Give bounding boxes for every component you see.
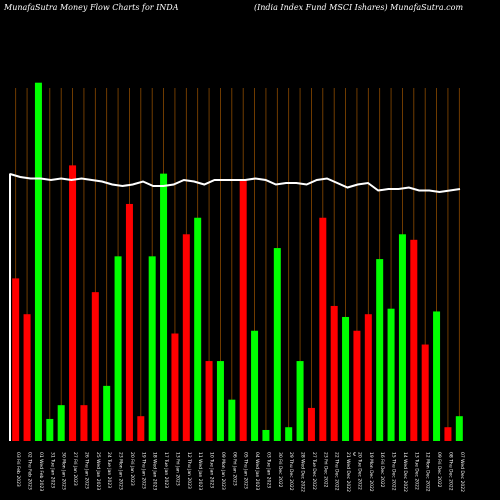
bar [34, 82, 42, 441]
x-tick-label: 30 Fri Dec 2022 [277, 452, 283, 488]
bars-group [12, 82, 463, 442]
x-tick-label: 27 Fri Jan 2023 [72, 452, 78, 486]
x-tick-label: 25 Wed Jan 2023 [95, 452, 101, 490]
bar [23, 314, 31, 441]
x-tick-label: 03 Tue Jan 2023 [265, 452, 271, 488]
chart-title: MunafaSutra Money Flow Charts for INDA [4, 3, 179, 12]
bar [421, 344, 429, 441]
x-tick-label: 18 Wed Jan 2023 [152, 452, 158, 490]
bar [398, 234, 406, 441]
x-tick-label: 27 Tue Dec 2022 [311, 452, 317, 490]
x-tick-label: 15 Thu Dec 2022 [391, 452, 397, 491]
x-tick-label: 19 Mon Dec 2022 [368, 452, 374, 492]
bar [262, 429, 270, 441]
bar [307, 407, 315, 441]
bar [319, 217, 327, 441]
x-tick-label: 20 Tue Dec 2022 [356, 452, 362, 490]
x-tick-label: 11 Wed Jan 2023 [197, 452, 203, 490]
bar [69, 165, 77, 441]
bar [216, 361, 224, 441]
x-tick-label: 28 Wed Dec 2022 [300, 452, 306, 492]
x-tick-label: 20 Fri Jan 2023 [129, 452, 135, 486]
bar [410, 239, 418, 441]
bar [171, 333, 179, 441]
chart-subtitle: (India Index Fund MSCI Ishares) MunafaSu… [254, 3, 464, 12]
x-tick-label: 23 Mon Jan 2023 [118, 452, 124, 490]
x-tick-label: 04 Wed Jan 2023 [254, 452, 260, 490]
x-tick-label: 10 Tue Jan 2023 [209, 452, 215, 488]
x-tick-label: 09 Fri Dec 2022 [436, 452, 442, 488]
bar [455, 416, 463, 441]
x-tick-label: 09 Mon Jan 2023 [220, 452, 226, 490]
x-tick-label: 07 Wed Dec 2022 [459, 452, 465, 492]
x-tick-label: 24 Tue Jan 2023 [106, 452, 112, 488]
bar [46, 418, 54, 441]
x-tick-label: 05 Thu Jan 2023 [243, 452, 249, 489]
x-tick-label: 06 Fri Jan 2023 [231, 452, 237, 486]
bar [239, 179, 247, 441]
bar [137, 416, 145, 441]
bar [273, 248, 281, 441]
bar [205, 361, 213, 441]
x-tick-label: 21 Wed Dec 2022 [345, 452, 351, 492]
bar [342, 316, 350, 441]
x-tick-label: 08 Thu Dec 2022 [447, 452, 453, 491]
bar [444, 427, 452, 441]
bar [148, 256, 156, 441]
x-tick-label: 14 Wed Dec 2022 [402, 452, 408, 492]
bar [12, 278, 20, 441]
x-tick-label: 03 Fri Feb 2023 [15, 452, 21, 487]
bar [57, 405, 65, 441]
bar [330, 305, 338, 441]
price-line [9, 173, 461, 441]
x-tick-label: 30 Mon Jan 2023 [61, 452, 67, 490]
x-tick-label: 17 Tue Jan 2023 [163, 452, 169, 488]
currency-label: € [353, 452, 356, 458]
x-tick-label: 13 Fri Jan 2023 [174, 452, 180, 486]
bar [353, 330, 361, 441]
x-tick-label: 02 Thu Feb 2023 [27, 452, 33, 490]
x-tick-label: 16 Fri Dec 2022 [379, 452, 385, 488]
bar [251, 330, 259, 441]
bar [364, 314, 372, 441]
bar [376, 259, 384, 441]
x-tick-label: 22 Thu Dec 2022 [334, 452, 340, 491]
x-tick-label: 12 Thu Jan 2023 [186, 452, 192, 489]
x-tick-label: 31 Tue Jan 2023 [49, 452, 55, 488]
bar [296, 361, 304, 441]
x-tick-label: 26 Thu Jan 2023 [83, 452, 89, 489]
bar [125, 203, 133, 441]
x-tick-label: 01 Wed Feb 2023 [38, 452, 44, 491]
x-tick-label: 13 Tue Dec 2022 [413, 452, 419, 490]
bar [194, 217, 202, 441]
bar [160, 173, 168, 442]
price-line-group [9, 173, 461, 441]
bar [182, 234, 190, 441]
bar [433, 311, 441, 441]
bar [285, 427, 293, 441]
x-tick-label: 19 Thu Jan 2023 [140, 452, 146, 489]
x-tick-label: 23 Fri Dec 2022 [322, 452, 328, 488]
bar [80, 405, 88, 441]
bar [103, 385, 111, 441]
x-axis-labels: 03 Fri Feb 2023 02 Thu Feb 2023 01 Wed Feb… [15, 452, 465, 492]
bar [387, 308, 395, 441]
x-tick-label: 12 Mon Dec 2022 [425, 452, 431, 492]
bar [228, 399, 236, 441]
x-tick-label: 29 Thu Dec 2022 [288, 452, 294, 491]
bar [114, 256, 122, 441]
bar [91, 292, 99, 441]
